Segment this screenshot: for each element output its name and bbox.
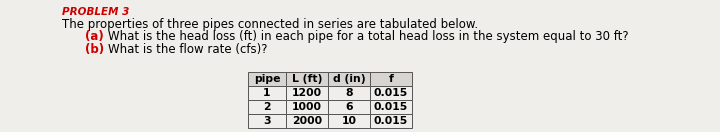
Bar [370,100,412,114]
Text: 2000: 2000 [292,116,322,126]
Text: 0.015: 0.015 [374,102,408,112]
Text: What is the head loss (ft) in each pipe for a total head loss in the system equa: What is the head loss (ft) in each pipe … [108,30,629,43]
Text: (b): (b) [85,43,104,56]
Bar [286,72,328,86]
Text: d (in): d (in) [333,74,365,84]
Bar [370,86,412,100]
Text: 2: 2 [264,102,271,112]
Bar [328,72,370,86]
Text: 1000: 1000 [292,102,322,112]
Text: 6: 6 [345,102,353,112]
Bar [370,72,412,86]
Text: 1: 1 [264,88,271,98]
Bar [248,72,286,86]
Text: 0.015: 0.015 [374,88,408,98]
Bar [248,114,286,128]
Text: The properties of three pipes connected in series are tabulated below.: The properties of three pipes connected … [62,18,478,31]
Text: f: f [389,74,393,84]
Text: PROBLEM 3: PROBLEM 3 [62,7,130,17]
Text: pipe: pipe [253,74,280,84]
Bar [248,86,286,100]
Text: 3: 3 [264,116,271,126]
Bar [248,100,286,114]
Bar [328,86,370,100]
Bar [328,114,370,128]
Text: (a): (a) [85,30,104,43]
Text: 8: 8 [346,88,353,98]
Bar [286,86,328,100]
Bar [286,114,328,128]
Text: 1200: 1200 [292,88,322,98]
Text: 0.015: 0.015 [374,116,408,126]
Bar [286,100,328,114]
Bar [370,114,412,128]
Text: What is the flow rate (cfs)?: What is the flow rate (cfs)? [108,43,268,56]
Text: L (ft): L (ft) [292,74,322,84]
Text: 10: 10 [341,116,356,126]
Bar [328,100,370,114]
